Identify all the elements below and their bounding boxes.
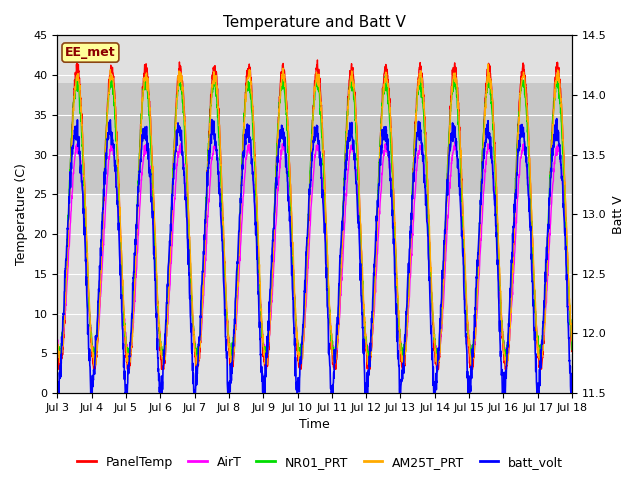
Y-axis label: Temperature (C): Temperature (C)	[15, 163, 28, 265]
Text: EE_met: EE_met	[65, 46, 116, 59]
Title: Temperature and Batt V: Temperature and Batt V	[223, 15, 406, 30]
Y-axis label: Batt V: Batt V	[612, 195, 625, 234]
Legend: PanelTemp, AirT, NR01_PRT, AM25T_PRT, batt_volt: PanelTemp, AirT, NR01_PRT, AM25T_PRT, ba…	[72, 451, 568, 474]
X-axis label: Time: Time	[300, 419, 330, 432]
Bar	[58, 83, 572, 194]
